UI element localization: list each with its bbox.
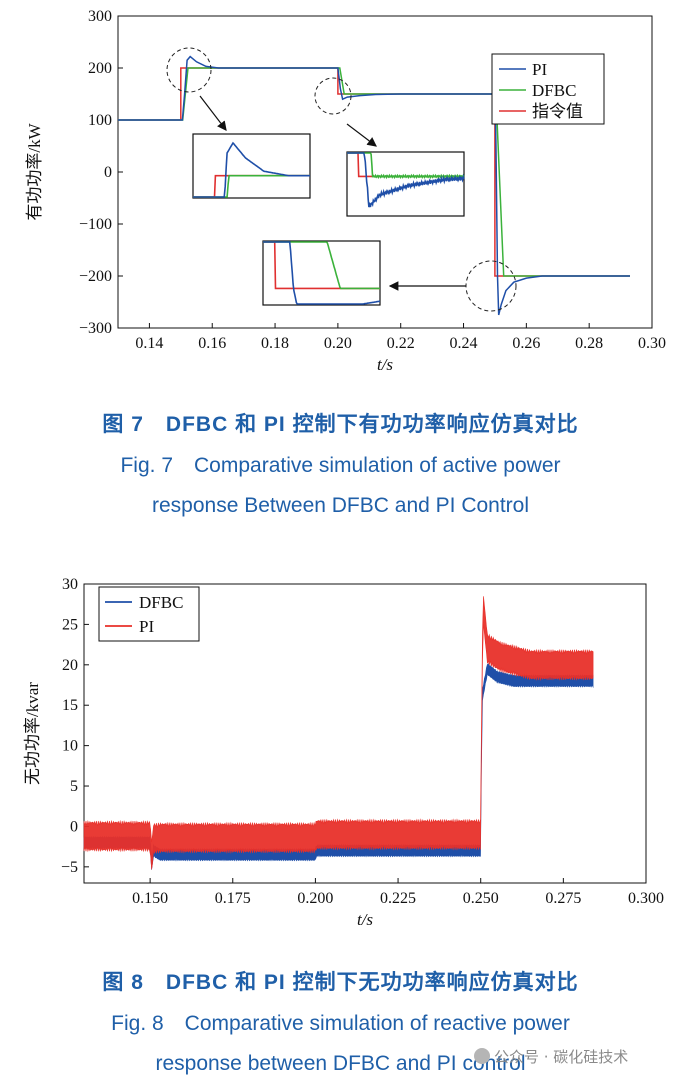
series-band-pi: [83, 596, 594, 870]
zoom-circle: [314, 77, 352, 115]
fig7-caption-zh: 图 7 DFBC 和 PI 控制下有功功率响应仿真对比: [102, 413, 579, 436]
x-tick-label: 0.30: [638, 335, 666, 352]
y-tick-label: −300: [79, 320, 112, 337]
x-tick-label: 0.150: [132, 890, 168, 907]
legend-box: [98, 586, 200, 642]
reactive-power-chart: 0.150 0.175 0.200 0.225 0.250 0.275 0.300 30 25 2…: [23, 576, 664, 929]
y-tick-label: 0: [70, 818, 78, 835]
x-tick-label: 0.26: [512, 335, 540, 352]
active-power-chart: 0.14 0.16 0.18 0.20 0.22 0.24 0.26 0.28 0.30 300 2…: [25, 8, 666, 374]
x-tick-label: 0.300: [628, 890, 664, 907]
fig7-caption-en: Fig. 7 Comparative simulation of active …: [0, 446, 681, 526]
x-tick-label: 0.225: [380, 890, 416, 907]
x-tick-label: 0.200: [297, 890, 333, 907]
x-tick-label: 0.250: [463, 890, 499, 907]
y-tick-label: −200: [79, 268, 112, 285]
x-tick-label: 0.14: [135, 335, 163, 352]
watermark: 公众号 · 碳化硅技术: [474, 1046, 628, 1067]
legend-label: PI: [532, 60, 547, 79]
fig7-caption-en-line2: response Between DFBC and PI Control: [151, 494, 530, 517]
inset-negative-step: [262, 240, 381, 306]
series-line-pi: [118, 55, 630, 316]
wechat-icon: [474, 1048, 490, 1064]
y-tick-label: 10: [62, 738, 78, 755]
plot-frame: [83, 583, 647, 884]
legend-label: DFBC: [139, 593, 183, 612]
series-line-dfbc: [118, 67, 630, 277]
y-tick-label: 300: [88, 8, 112, 25]
y-tick-label: 20: [62, 657, 78, 674]
x-tick-label: 0.18: [261, 335, 289, 352]
y-tick-label: 25: [62, 616, 78, 633]
inset-series-line: [193, 141, 310, 198]
y-tick-label: −5: [61, 859, 78, 876]
series-line-command: [118, 67, 630, 277]
y-tick-label: 30: [62, 576, 78, 593]
x-axis-label: t/s: [357, 910, 373, 929]
zoom-circle: [465, 260, 517, 312]
inset-series-line: [347, 152, 465, 180]
inset-step-up: [192, 133, 311, 199]
inset-series-line: [347, 152, 465, 208]
y-tick-label: 100: [88, 112, 112, 129]
y-tick-label: 5: [70, 778, 78, 795]
zoom-arrow: [199, 95, 227, 131]
zoom-circle: [166, 47, 212, 93]
x-tick-label: 0.16: [198, 335, 226, 352]
fig7-caption-en-line1: Fig. 7 Comparative simulation of active …: [120, 454, 561, 477]
y-tick-label: 0: [104, 164, 112, 181]
fig8-caption-en-line2: response between DFBC and PI control: [155, 1052, 526, 1075]
watermark-text: 公众号 · 碳化硅技术: [494, 1048, 629, 1066]
legend-label: 指令值: [532, 102, 583, 121]
y-tick-label: 15: [62, 697, 78, 714]
zoom-arrow: [346, 123, 377, 147]
x-tick-label: 0.175: [215, 890, 251, 907]
x-tick-label: 0.28: [575, 335, 603, 352]
y-axis-label: 无功功率/kvar: [23, 682, 42, 785]
x-tick-label: 0.275: [545, 890, 581, 907]
x-axis-label: t/s: [377, 355, 393, 374]
legend-box: [491, 53, 605, 125]
inset-series-line: [263, 241, 381, 305]
x-tick-label: 0.20: [324, 335, 352, 352]
fig8-caption-en-line1: Fig. 8 Comparative simulation of reactiv…: [111, 1012, 570, 1035]
legend-label: DFBC: [532, 81, 576, 100]
x-tick-label: 0.22: [387, 335, 415, 352]
legend-label: PI: [139, 617, 154, 636]
y-axis-label: 有功功率/kW: [25, 122, 44, 220]
fig8-caption-zh: 图 8 DFBC 和 PI 控制下无功功率响应仿真对比: [102, 971, 579, 994]
y-tick-label: −100: [79, 216, 112, 233]
x-tick-label: 0.24: [450, 335, 478, 352]
y-tick-label: 200: [88, 60, 112, 77]
fig8-caption-en: Fig. 8 Comparative simulation of reactiv…: [0, 1004, 681, 1084]
